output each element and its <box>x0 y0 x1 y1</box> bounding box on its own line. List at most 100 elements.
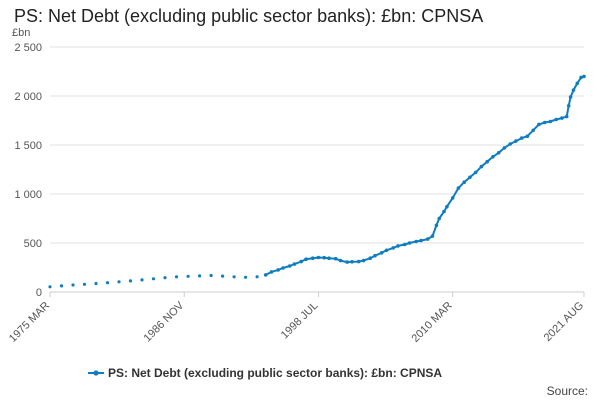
data-point[interactable] <box>292 262 297 266</box>
data-point[interactable] <box>445 204 449 209</box>
data-point[interactable] <box>568 95 573 99</box>
data-point[interactable] <box>525 134 530 138</box>
y-tick-label: 2 500 <box>14 42 42 54</box>
data-point[interactable] <box>554 117 558 122</box>
data-point[interactable] <box>548 119 553 124</box>
data-point[interactable] <box>542 120 547 125</box>
data-point[interactable] <box>414 239 419 244</box>
data-point[interactable] <box>310 256 315 261</box>
data-point[interactable] <box>361 258 366 263</box>
data-point[interactable] <box>384 248 389 253</box>
data-point[interactable] <box>140 278 144 282</box>
data-point[interactable] <box>537 122 541 127</box>
data-point[interactable] <box>373 253 377 258</box>
data-point[interactable] <box>151 277 156 281</box>
legend[interactable]: PS: Net Debt (excluding public sector ba… <box>88 366 442 380</box>
data-point[interactable] <box>514 139 518 143</box>
y-tick-label: 500 <box>24 238 42 250</box>
data-point[interactable] <box>117 280 121 284</box>
data-point[interactable] <box>579 75 583 80</box>
axis-layer: £bn 0 500 1 000 1 500 2 000 2 500 1975 MAR 1986 … <box>7 27 586 345</box>
grid-layer <box>50 46 584 244</box>
data-point[interactable] <box>582 74 586 79</box>
data-point[interactable] <box>350 260 354 264</box>
data-point[interactable] <box>345 260 350 264</box>
data-point[interactable] <box>496 151 501 155</box>
data-point[interactable] <box>462 180 467 184</box>
legend-marker-swatch <box>93 370 99 376</box>
data-point[interactable] <box>299 259 304 264</box>
legend-label: PS: Net Debt (excluding public sector ba… <box>108 366 442 380</box>
data-point[interactable] <box>531 128 535 133</box>
data-point[interactable] <box>456 186 461 190</box>
data-point[interactable] <box>186 274 190 278</box>
data-point[interactable] <box>434 223 439 228</box>
data-point[interactable] <box>356 259 361 264</box>
data-point[interactable] <box>163 276 167 280</box>
data-point[interactable] <box>396 244 400 248</box>
data-point[interactable] <box>327 256 331 261</box>
data-point[interactable] <box>48 285 52 289</box>
data-point[interactable] <box>82 282 87 286</box>
data-point[interactable] <box>430 234 435 238</box>
data-point[interactable] <box>437 216 442 221</box>
data-point[interactable] <box>174 275 179 279</box>
data-point[interactable] <box>450 196 455 200</box>
x-tick-label: 2021 AUG <box>542 300 586 344</box>
data-point[interactable] <box>502 146 507 150</box>
data-point[interactable] <box>425 237 430 241</box>
data-point[interactable] <box>221 274 225 278</box>
data-point[interactable] <box>519 136 524 140</box>
data-point[interactable] <box>468 175 472 180</box>
data-point[interactable] <box>263 273 268 277</box>
data-point[interactable] <box>322 255 327 260</box>
source-label[interactable]: Source: <box>547 384 588 398</box>
x-tick-label: 2010 MAR <box>410 300 455 345</box>
data-point[interactable] <box>391 246 396 250</box>
x-tick-label: 1986 NOV <box>142 299 187 344</box>
data-point[interactable] <box>485 159 490 164</box>
y-tick-label: 2 000 <box>14 91 42 103</box>
data-point[interactable] <box>105 281 110 285</box>
data-point[interactable] <box>316 255 321 260</box>
data-point[interactable] <box>287 264 292 268</box>
y-tick-label: 1 000 <box>14 189 42 201</box>
series-layer <box>48 74 586 289</box>
data-point[interactable] <box>564 114 569 119</box>
data-point[interactable] <box>407 241 412 245</box>
data-point[interactable] <box>442 209 446 214</box>
data-point[interactable] <box>281 266 285 270</box>
data-point[interactable] <box>508 142 512 146</box>
data-point[interactable] <box>491 155 495 159</box>
data-point[interactable] <box>379 251 384 255</box>
data-point[interactable] <box>571 88 576 92</box>
data-point[interactable] <box>338 258 343 263</box>
chart-title: PS: Net Debt (excluding public sector ba… <box>14 6 484 26</box>
data-point[interactable] <box>560 116 564 120</box>
data-point[interactable] <box>479 164 484 169</box>
data-point[interactable] <box>304 257 308 262</box>
data-point[interactable] <box>368 256 373 261</box>
data-point[interactable] <box>269 270 274 274</box>
data-point[interactable] <box>71 283 75 287</box>
data-point[interactable] <box>575 81 580 86</box>
data-point[interactable] <box>128 279 133 283</box>
x-tick-label: 1975 MAR <box>7 300 52 345</box>
data-point[interactable] <box>402 242 407 247</box>
data-point[interactable] <box>255 275 259 279</box>
data-point[interactable] <box>209 273 213 278</box>
data-point[interactable] <box>198 274 202 278</box>
data-point[interactable] <box>276 268 281 272</box>
data-point[interactable] <box>244 275 248 279</box>
data-point[interactable] <box>333 256 338 261</box>
data-point[interactable] <box>94 281 98 286</box>
data-point[interactable] <box>473 170 478 175</box>
series-line <box>265 75 585 276</box>
data-point[interactable] <box>232 275 236 279</box>
data-point[interactable] <box>59 284 64 288</box>
data-point[interactable] <box>566 104 571 108</box>
data-point[interactable] <box>419 238 423 243</box>
y-axis-unit-label: £bn <box>12 27 30 39</box>
